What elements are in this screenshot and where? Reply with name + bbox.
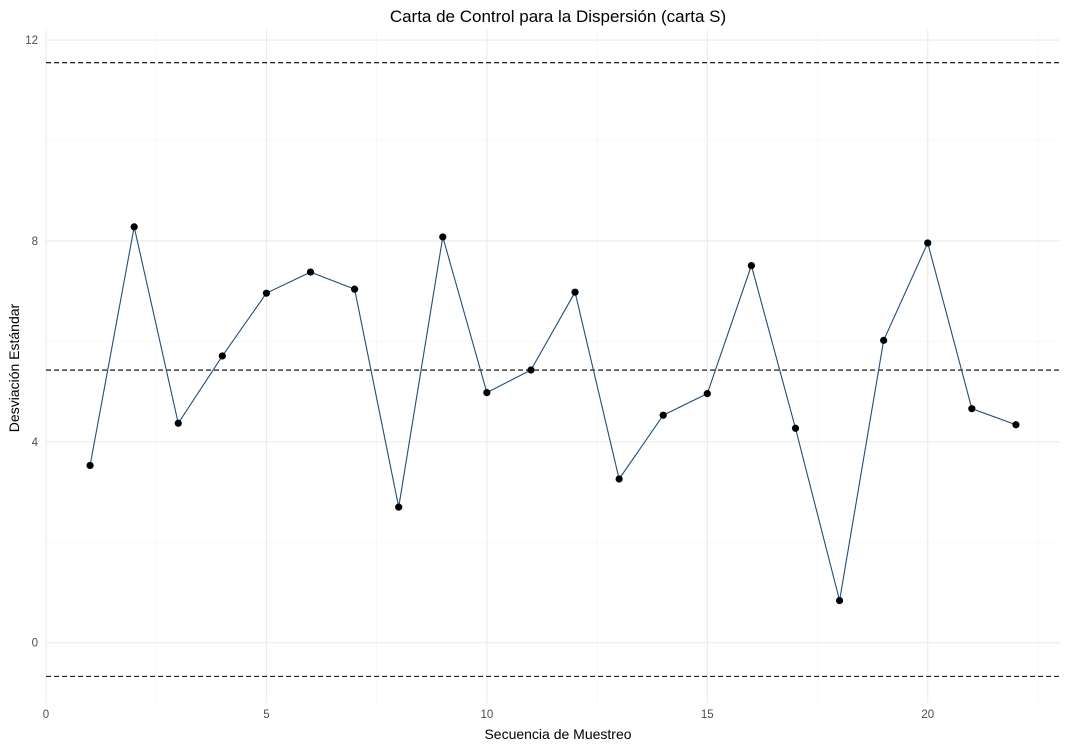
- y-tick-label: 8: [32, 236, 38, 248]
- data-point: [351, 285, 359, 293]
- x-tick-label: 15: [701, 709, 714, 721]
- y-axis-label: Desviación Estándar: [6, 303, 22, 432]
- data-point: [659, 411, 667, 419]
- data-series: [86, 223, 1020, 605]
- y-tick-label: 12: [25, 35, 38, 47]
- data-point: [527, 366, 535, 374]
- data-point: [130, 223, 138, 231]
- x-axis-label: Secuencia de Muestreo: [484, 726, 631, 742]
- y-axis-ticks: 0 4 8 12: [25, 35, 38, 650]
- major-gridlines: [45, 30, 1060, 703]
- y-tick-label: 0: [32, 638, 38, 650]
- x-tick-label: 20: [921, 709, 934, 721]
- data-point: [791, 424, 800, 432]
- x-axis-ticks: 0 5 10 15 20: [43, 709, 934, 721]
- data-point: [439, 233, 447, 241]
- data-point: [174, 419, 182, 427]
- data-point: [262, 289, 271, 297]
- data-point: [306, 268, 315, 276]
- y-tick-label: 4: [32, 437, 39, 449]
- data-point: [483, 389, 491, 397]
- data-point: [835, 596, 844, 605]
- data-point: [86, 461, 94, 470]
- data-point: [615, 475, 623, 483]
- minor-gridlines: [46, 30, 1060, 703]
- data-point: [571, 288, 579, 296]
- x-tick-label: 0: [43, 709, 49, 721]
- data-point: [880, 336, 888, 344]
- x-tick-label: 10: [480, 709, 493, 721]
- x-tick-label: 5: [263, 709, 269, 721]
- series-line: [89, 226, 1017, 601]
- data-point: [1012, 421, 1020, 429]
- data-point: [703, 390, 711, 398]
- control-limits: [46, 62, 1060, 677]
- chart-title: Carta de Control para la Dispersión (car…: [390, 7, 726, 26]
- data-point: [747, 261, 755, 270]
- data-point: [968, 405, 976, 413]
- data-point: [218, 352, 226, 360]
- data-point: [924, 239, 932, 247]
- data-point: [395, 503, 403, 511]
